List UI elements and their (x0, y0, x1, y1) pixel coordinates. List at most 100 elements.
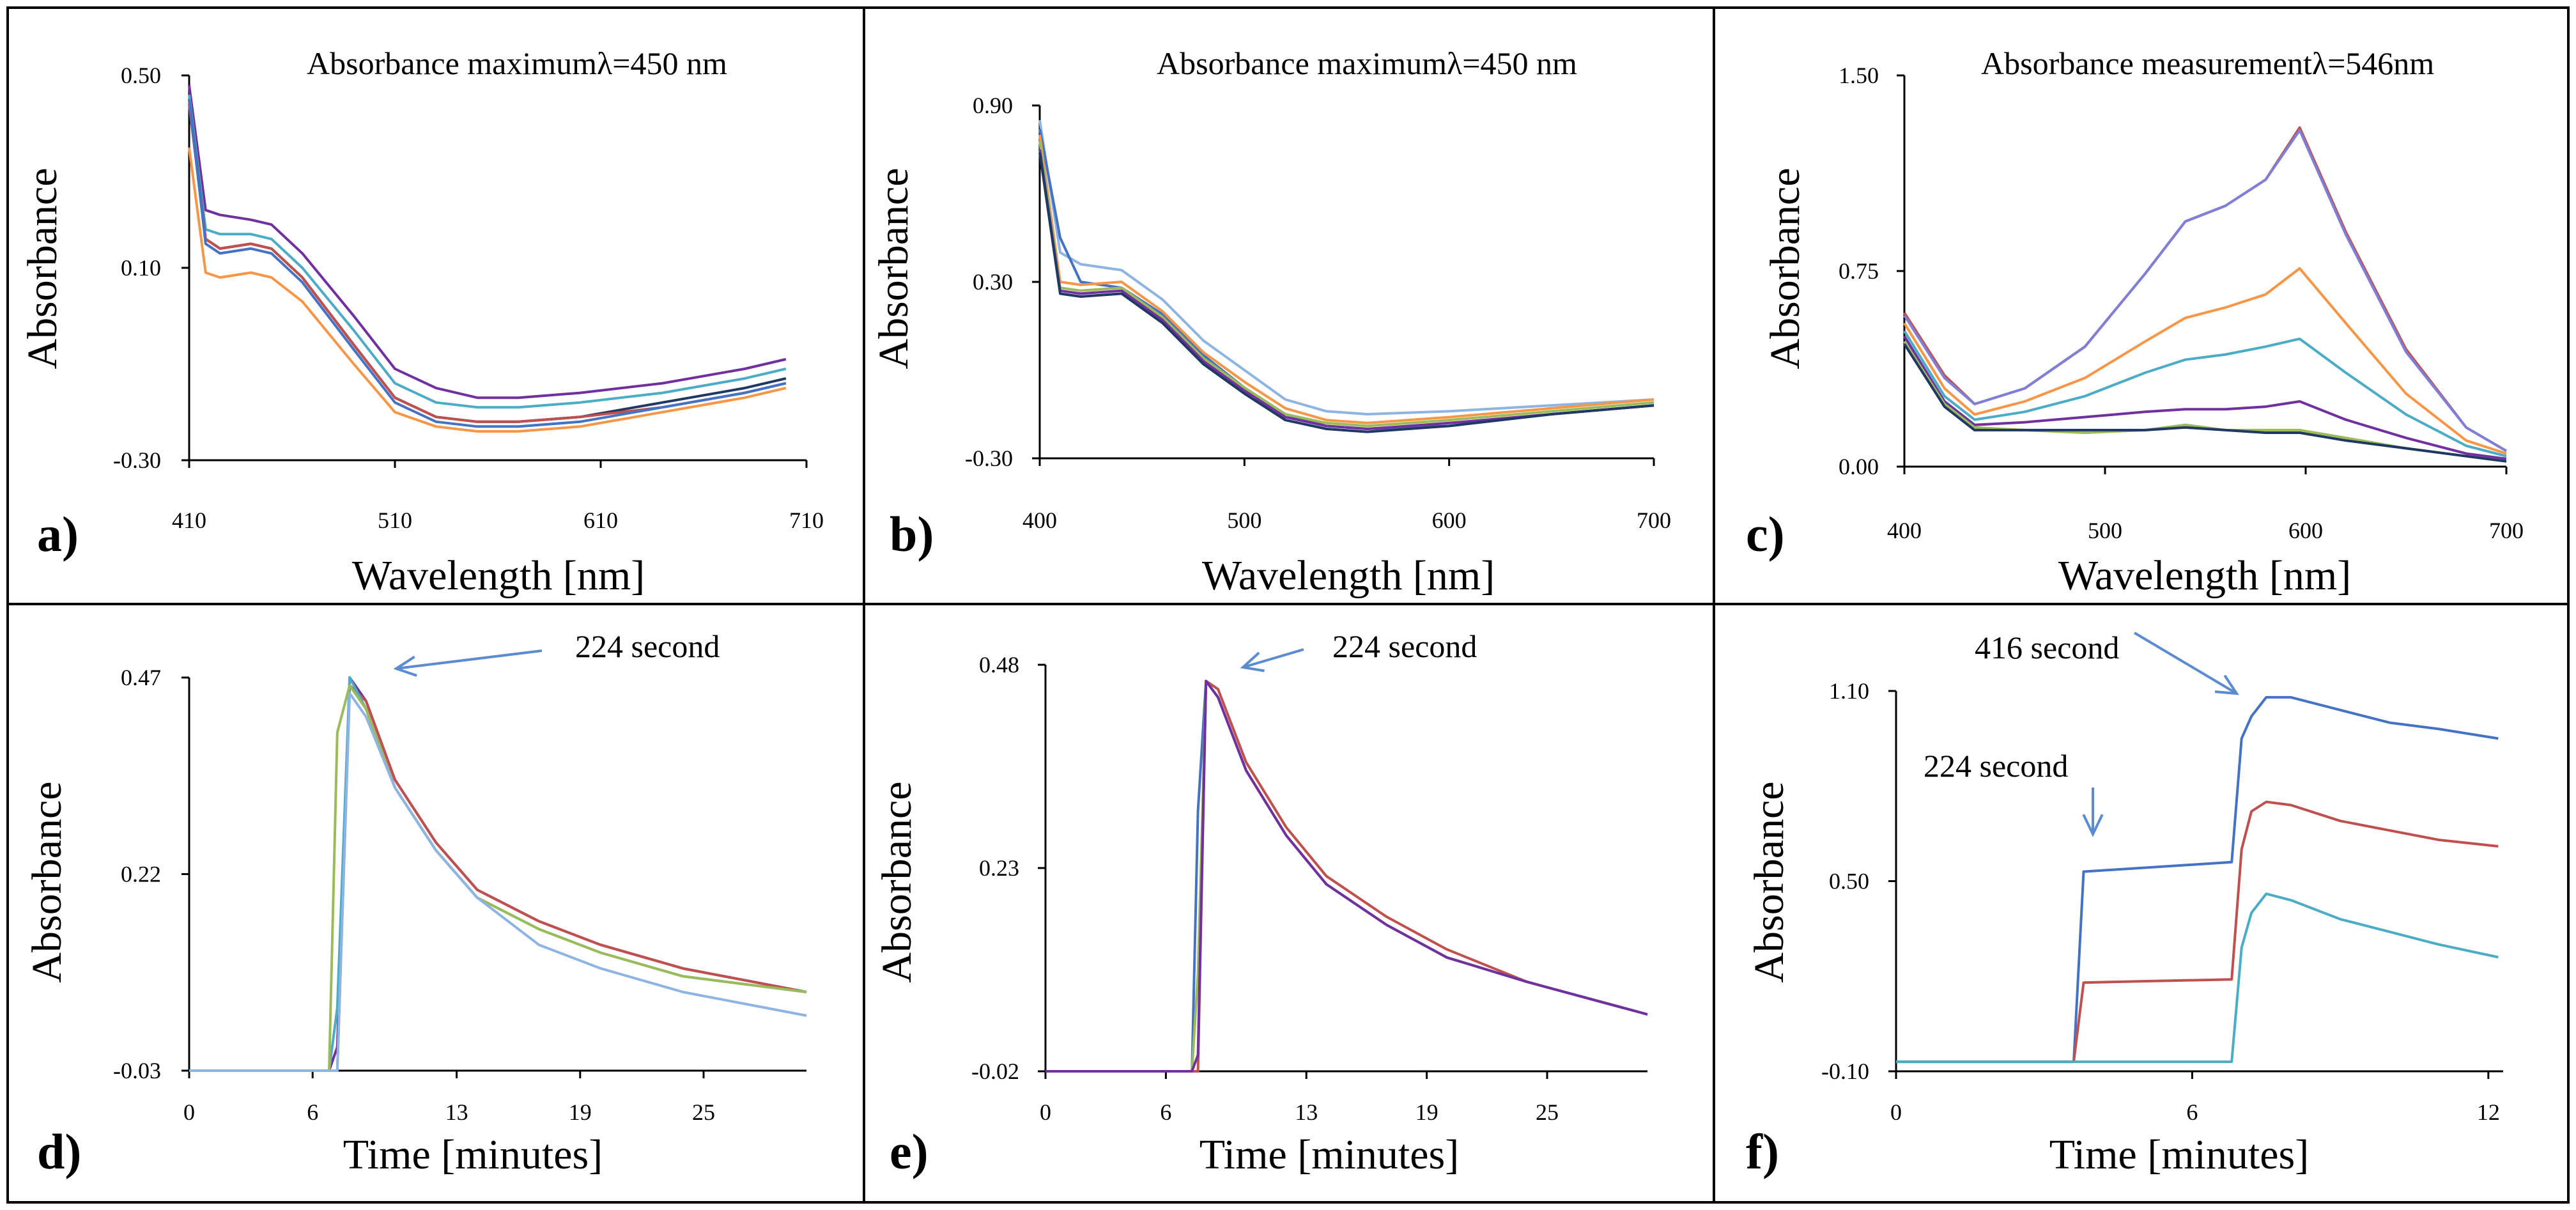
annotation-text: Absorbance maximumλ=450 nm (307, 45, 727, 81)
x-tick-label: 400 (1022, 508, 1057, 533)
series-line-4 (1038, 140, 1654, 428)
x-axis-title: Time [minutes] (2049, 1131, 2309, 1178)
x-tick-label: 610 (583, 508, 618, 533)
series-line-1 (1896, 695, 2499, 1064)
series-line-4 (1903, 330, 2507, 458)
y-tick-label: 0.50 (121, 63, 161, 88)
y-tick-label: -0.03 (113, 1058, 161, 1083)
series-line-3 (189, 676, 807, 1072)
y-axis-title: Absorbance (19, 167, 66, 369)
x-tick-label: 25 (1536, 1099, 1559, 1125)
x-tick-label: 500 (2088, 518, 2122, 543)
series-line-3 (1045, 679, 1648, 1073)
y-tick-label: 0.30 (973, 269, 1013, 295)
y-tick-label: 0.22 (121, 862, 161, 887)
x-tick-label: 19 (569, 1099, 592, 1125)
x-tick-label: 400 (1887, 518, 1922, 543)
y-axis-title: Absorbance (874, 781, 920, 982)
x-tick-label: 500 (1227, 508, 1261, 533)
series-line-3 (1903, 267, 2507, 455)
x-axis-title: Wavelength [nm] (1202, 552, 1495, 599)
y-tick-label: 1.10 (1829, 678, 1869, 704)
x-tick-label: 6 (2186, 1099, 2198, 1125)
y-tick-label: 0.90 (973, 93, 1013, 118)
x-tick-label: 510 (378, 508, 412, 533)
x-tick-label: 13 (1295, 1099, 1318, 1125)
panel-label: c) (1746, 506, 1785, 562)
x-tick-label: 19 (1415, 1099, 1438, 1125)
annotation-text: Absorbance measurementλ=546nm (1981, 45, 2434, 81)
y-tick-label: -0.30 (965, 446, 1013, 471)
series-line-5 (1903, 335, 2507, 460)
panel-label: a) (37, 506, 79, 562)
x-axis-title: Wavelength [nm] (352, 552, 645, 599)
arrow-e-head (1240, 651, 1265, 672)
series-line-1 (1038, 120, 1654, 415)
arrow-f-416-head (2214, 674, 2239, 695)
series-line-6 (188, 147, 787, 433)
panel-label: b) (890, 506, 934, 562)
series-line-4 (1045, 679, 1648, 1073)
x-tick-label: 0 (1040, 1099, 1051, 1125)
series-line-1 (188, 84, 787, 399)
x-tick-label: 710 (789, 508, 824, 533)
x-tick-label: 13 (445, 1099, 468, 1125)
x-tick-label: 0 (183, 1099, 195, 1125)
y-tick-label: 1.50 (1839, 63, 1879, 88)
series-line-7 (1903, 343, 2507, 463)
series-line-1 (189, 676, 807, 1072)
series-line-5 (188, 99, 787, 428)
y-tick-label: 0.23 (979, 855, 1019, 881)
arrow-f-224-head (2082, 814, 2104, 837)
x-tick-label: 600 (2288, 518, 2323, 543)
series-line-4 (189, 684, 807, 1072)
series-line-2 (189, 684, 807, 1072)
x-tick-label: 600 (1432, 508, 1467, 533)
series-line-3 (1896, 892, 2499, 1064)
series-line-2 (1045, 679, 1648, 1073)
y-tick-label: 0.48 (979, 652, 1019, 678)
panel-label: e) (890, 1124, 929, 1179)
y-axis-title: Absorbance (1762, 167, 1809, 369)
x-tick-label: 700 (2489, 518, 2524, 543)
arrow-f-416 (2133, 632, 2238, 695)
x-tick-label: 6 (1160, 1099, 1171, 1125)
x-axis-title: Time [minutes] (1199, 1131, 1459, 1178)
annotation-224: 224 second (1924, 748, 2068, 784)
series-line-2 (1896, 800, 2499, 1064)
series-line-1 (1045, 679, 1648, 1073)
y-tick-label: 0.75 (1839, 258, 1879, 284)
x-axis-title: Time [minutes] (343, 1131, 603, 1178)
y-tick-label: -0.02 (971, 1059, 1019, 1084)
x-axis-title: Wavelength [nm] (2058, 552, 2351, 599)
arrow-d-head (393, 655, 417, 677)
y-axis-title: Absorbance (24, 781, 70, 982)
y-tick-label: -0.10 (1821, 1059, 1869, 1084)
y-axis-title: Absorbance (1746, 781, 1793, 982)
arrow-e (1242, 648, 1304, 669)
annotation-text: 224 second (1332, 628, 1477, 664)
panel-label: f) (1746, 1124, 1779, 1179)
y-tick-label: -0.30 (113, 447, 161, 473)
y-axis-title: Absorbance (870, 167, 917, 369)
series-line-2 (188, 94, 787, 409)
panel-label: d) (37, 1124, 81, 1179)
y-tick-label: 0.50 (1829, 869, 1869, 894)
series-line-5 (1038, 149, 1654, 430)
series-line-4 (188, 104, 787, 423)
x-tick-label: 25 (692, 1099, 715, 1125)
annotation-text: Absorbance maximumλ=450 nm (1157, 45, 1577, 81)
series-line-2 (1903, 128, 2508, 453)
series-line-6 (1038, 152, 1654, 433)
x-tick-label: 410 (172, 508, 206, 533)
y-tick-label: 0.00 (1839, 454, 1879, 479)
arrow-d (396, 649, 543, 670)
x-tick-label: 12 (2477, 1099, 2500, 1125)
annotation-416: 416 second (1975, 630, 2119, 665)
annotation-text: 224 second (575, 628, 720, 664)
x-tick-label: 700 (1637, 508, 1671, 533)
y-tick-label: 0.47 (121, 665, 161, 690)
series-line-5 (189, 692, 807, 1072)
y-tick-label: 0.10 (121, 255, 161, 281)
